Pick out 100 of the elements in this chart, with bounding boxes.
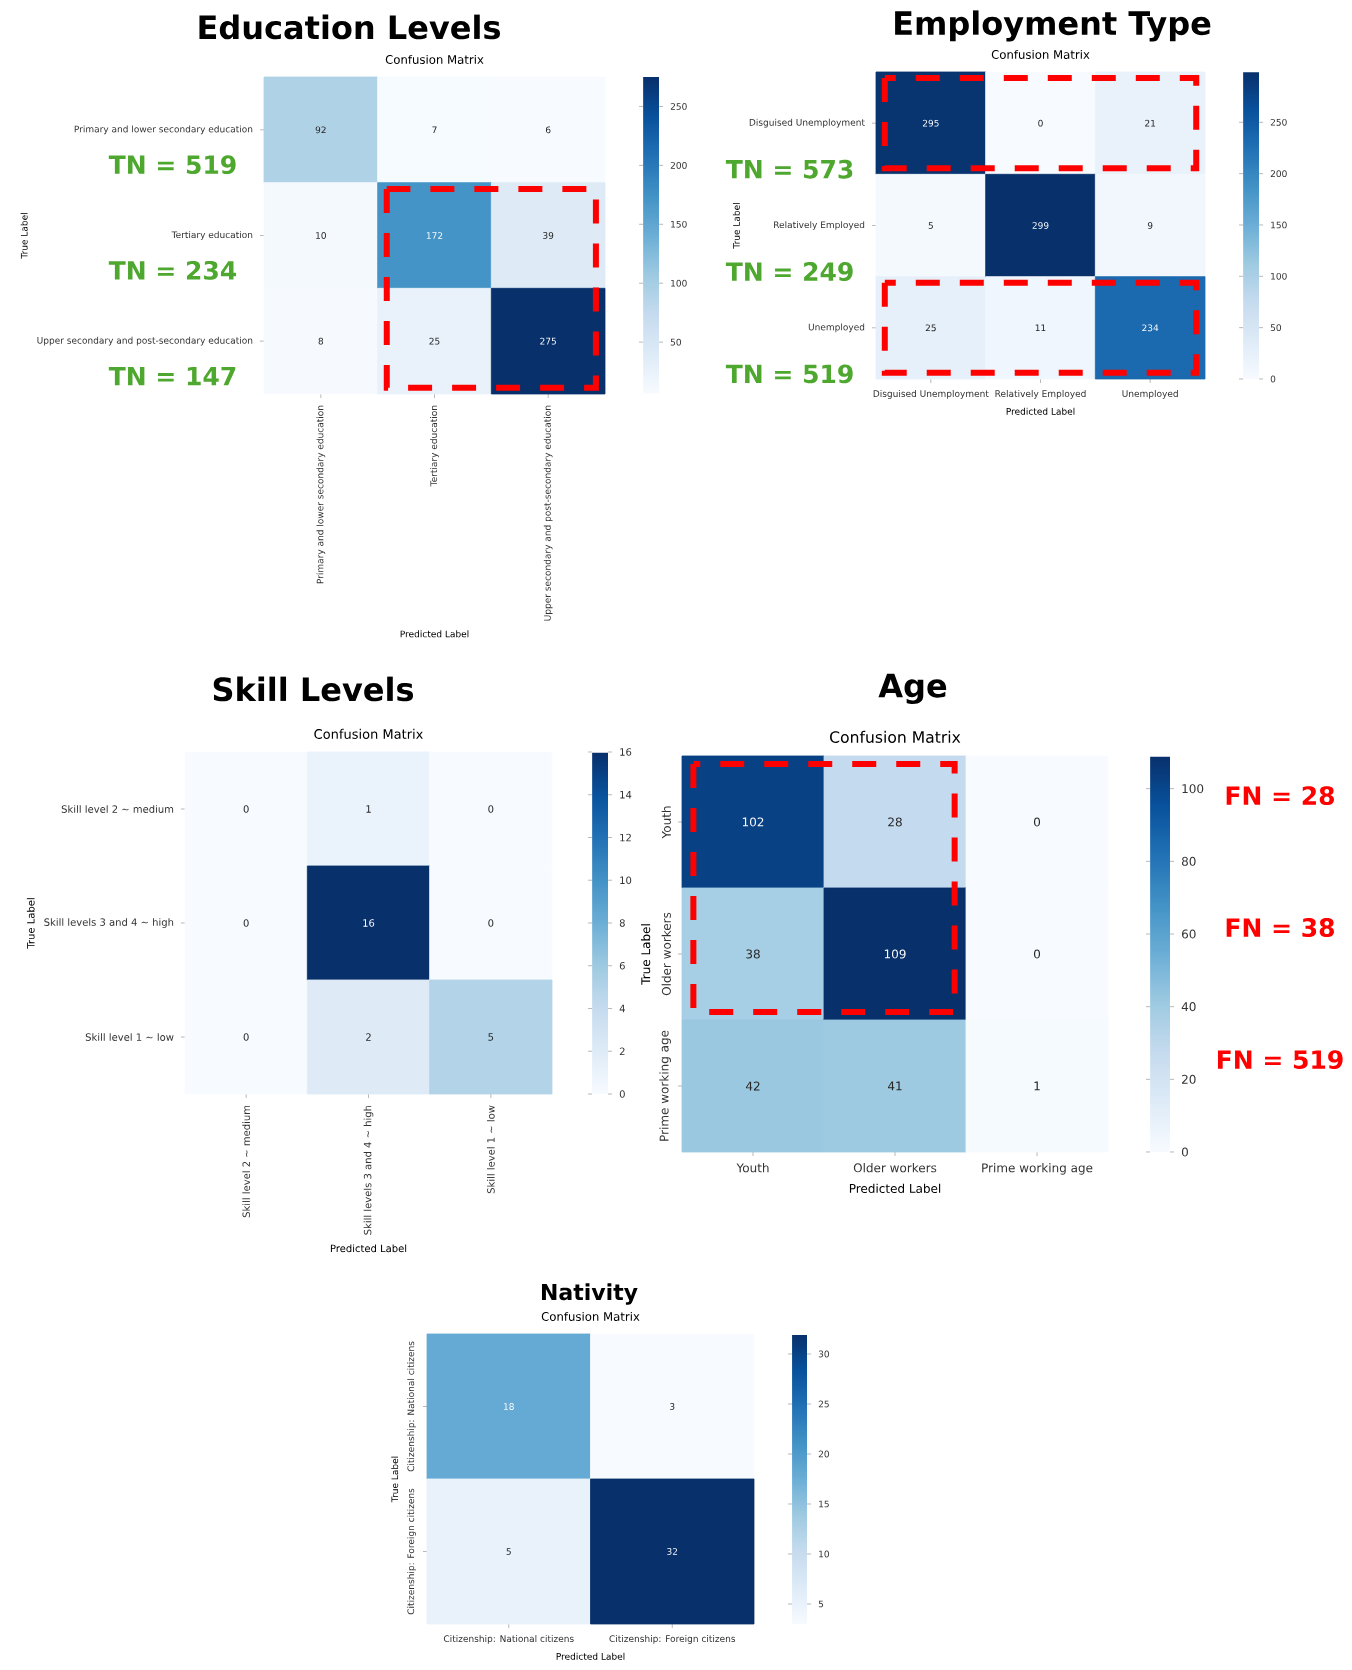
text: TN = 234: [108, 260, 237, 280]
data-label: 10: [316, 232, 326, 239]
color-bar-label: 14: [620, 791, 632, 799]
text: FN = 519: [1217, 1050, 1343, 1070]
chart-subtitle: Confusion Matrix: [991, 49, 1090, 59]
y-axis-title: True Label: [26, 898, 35, 949]
x-axis-title: Predicted Label: [1006, 407, 1075, 415]
data-label: 1: [366, 805, 371, 813]
color-bar-label: 200: [1270, 170, 1287, 178]
color-bar-label: 4: [619, 1004, 625, 1013]
color-bar-label: 150: [671, 220, 687, 228]
chart-title: Nativity: [541, 1283, 638, 1305]
y-tick-label: Youth: [661, 806, 671, 839]
x-tick-label: Relatively Employed: [995, 390, 1086, 399]
color-bar-label: 100: [1182, 784, 1204, 794]
data-label: 42: [745, 1081, 760, 1091]
color-bar-label: 250: [1270, 118, 1287, 126]
color-bar-label: 10: [620, 876, 632, 885]
text: FN = 28: [1226, 786, 1334, 806]
data-label: 21: [1145, 119, 1156, 127]
data-label: 25: [429, 337, 440, 345]
color-bar-label: 250: [670, 103, 687, 110]
data-label: 0: [243, 805, 249, 813]
color-bar-label: 100: [671, 279, 687, 287]
data-label: 25: [925, 324, 936, 332]
data-label: 172: [426, 232, 443, 239]
data-label: 92: [315, 126, 326, 134]
x-tick-label: Prime working age: [982, 1163, 1093, 1175]
color-bar-label: 50: [1270, 324, 1282, 332]
y-tick-label: Older workers: [661, 912, 671, 996]
data-label: 0: [243, 919, 249, 927]
x-tick-label: Older workers: [853, 1163, 937, 1173]
color-bar-label: 80: [1181, 856, 1196, 866]
x-axis-title: Predicted Label: [556, 1652, 625, 1660]
y-tick-label: Upper secondary and post-secondary education: [37, 336, 253, 346]
y-tick-label: Skill level 1 ~ low: [85, 1033, 174, 1041]
text: TN = 519: [725, 364, 853, 384]
data-label: 39: [543, 232, 554, 239]
data-label: 38: [746, 949, 760, 959]
y-axis-title: True Label: [732, 203, 740, 249]
y-tick-label: Primary and lower secondary education: [74, 125, 253, 135]
x-axis-title: Predicted Label: [849, 1183, 941, 1194]
data-label: 0: [488, 919, 494, 927]
color-bar-label: 150: [1271, 221, 1287, 229]
chart-subtitle: Confusion Matrix: [541, 1311, 640, 1321]
chart-title: Age: [878, 673, 947, 705]
text: TN = 249: [725, 262, 853, 281]
data-label: 299: [1032, 222, 1049, 229]
color-bar-label: 0: [1270, 375, 1276, 383]
color-bar-label: 16: [620, 748, 632, 756]
color-bar-label: 15: [819, 1500, 829, 1508]
color-bar-label: 50: [670, 338, 682, 346]
color-bar-label: 200: [670, 161, 687, 169]
data-label: 5: [928, 222, 933, 229]
data-label: 32: [667, 1548, 678, 1555]
chart-title: Skill Levels: [213, 676, 414, 702]
y-tick-label: Tertiary education: [171, 231, 253, 240]
color-bar-label: 20: [1182, 1074, 1196, 1084]
data-label: 0: [1038, 119, 1043, 127]
y-axis-title: True Label: [640, 924, 651, 985]
data-label: 234: [1142, 324, 1159, 332]
y-tick-label: Skill level 2 ~ medium: [61, 805, 174, 813]
data-label: 102: [742, 817, 764, 827]
x-axis-title: Predicted Label: [330, 1244, 407, 1253]
color-bar-label: 0: [1181, 1147, 1188, 1157]
y-tick-label: Relatively Employed: [774, 221, 865, 230]
chart-subtitle: Confusion Matrix: [314, 728, 423, 739]
color-bar-label: 12: [620, 833, 631, 842]
chart-subtitle: Confusion Matrix: [830, 730, 961, 743]
chart-subtitle: Confusion Matrix: [385, 54, 484, 64]
y-tick-label: Disguised Unemployment: [749, 118, 865, 128]
color-bar-label: 5: [818, 1600, 824, 1608]
data-label: 8: [318, 337, 324, 345]
data-label: 1: [1034, 1081, 1040, 1091]
data-label: 2: [366, 1033, 371, 1041]
data-label: 0: [488, 805, 494, 813]
data-label: 109: [884, 949, 906, 959]
text: TN = 147: [108, 366, 236, 386]
data-label: 5: [506, 1548, 511, 1555]
data-label: 0: [1033, 817, 1041, 827]
data-label: 9: [1147, 222, 1153, 229]
data-label: 5: [488, 1033, 494, 1041]
text: TN = 573: [725, 159, 853, 179]
data-label: 28: [888, 817, 902, 827]
y-tick-label: Skill levels 3 and 4 ~ high: [44, 918, 174, 928]
data-label: 16: [363, 919, 375, 927]
color-bar-label: 40: [1181, 1002, 1196, 1012]
data-label: 295: [922, 119, 939, 127]
data-label: 0: [243, 1033, 249, 1041]
color-bar-label: 0: [619, 1090, 625, 1098]
color-bar-label: 100: [1271, 272, 1287, 280]
chart-title: Employment Type: [895, 10, 1211, 42]
data-label: 6: [545, 126, 551, 134]
color-bar-label: 2: [619, 1047, 625, 1055]
text: TN = 519: [108, 155, 236, 175]
x-tick-label: Youth: [736, 1163, 769, 1173]
color-bar-label: 25: [818, 1400, 829, 1408]
y-tick-label: Unemployed: [808, 323, 865, 333]
color-bar-label: 20: [818, 1450, 830, 1458]
data-label: 18: [504, 1403, 514, 1410]
